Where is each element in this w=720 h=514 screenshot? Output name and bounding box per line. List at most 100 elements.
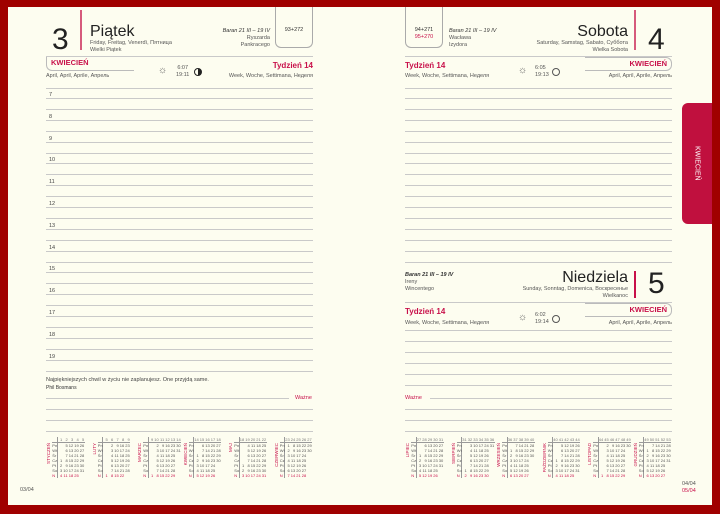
- weeknum-corner: [97, 437, 103, 443]
- weekday: Pn: [456, 442, 462, 448]
- day: 9: [161, 443, 165, 448]
- day: 24: [256, 473, 261, 478]
- day: 31: [79, 468, 85, 473]
- day: 27: [170, 463, 176, 468]
- day-translations: Sunday, Sonntag, Domenica, Воскресенье: [522, 286, 628, 292]
- week-number: Tydzień 14: [405, 307, 446, 316]
- day: 30: [438, 458, 444, 463]
- day: 21: [296, 473, 301, 478]
- day: 24: [210, 463, 216, 468]
- day: 11: [63, 473, 68, 478]
- weekday: Pn: [411, 442, 417, 448]
- day: 13: [564, 448, 569, 453]
- writing-line: [405, 340, 672, 342]
- week-number: 50: [649, 437, 655, 443]
- day: 15: [564, 458, 569, 463]
- week-number: 25: [295, 437, 301, 443]
- weeknum-corner: [234, 437, 240, 443]
- day: 14: [114, 468, 119, 473]
- day: 6: [560, 448, 564, 453]
- week-number: 49: [625, 437, 631, 443]
- week-number: 42: [563, 437, 569, 443]
- day: 10: [609, 448, 615, 453]
- weekday: N: [188, 473, 194, 478]
- week-number: 47: [614, 437, 620, 443]
- sun-icon: ☼: [518, 312, 528, 323]
- moon-icon: [552, 315, 560, 323]
- important-label: Ważne: [295, 395, 312, 401]
- day: 5: [287, 463, 290, 468]
- day: 7: [247, 458, 250, 463]
- day: 15: [250, 463, 256, 468]
- day: 17: [68, 468, 74, 473]
- day: 29: [529, 448, 535, 453]
- day: 26: [79, 443, 85, 448]
- day: 25: [660, 463, 666, 468]
- day: 1: [509, 448, 513, 453]
- day: 20: [296, 468, 301, 473]
- writing-line: [405, 141, 672, 143]
- day: 19: [655, 468, 660, 473]
- day: 14: [609, 468, 615, 473]
- day: 19: [165, 458, 170, 463]
- day: 17: [655, 458, 660, 463]
- day: 23: [170, 443, 176, 448]
- day: 22: [524, 448, 529, 453]
- sun-times: 6:02 19:14: [535, 312, 549, 326]
- weekday: Wt: [234, 448, 240, 453]
- writing-line: [46, 283, 313, 285]
- week-number: 22: [261, 437, 267, 443]
- weekday: So: [188, 468, 194, 473]
- week-number: 3: [68, 437, 74, 443]
- weekday: Cz: [234, 458, 240, 463]
- day: 25: [524, 463, 529, 468]
- day: 17: [615, 448, 620, 453]
- day: 29: [620, 473, 626, 478]
- day: 3: [509, 458, 513, 463]
- week-number: 44: [574, 437, 580, 443]
- day-name: Sobota: [577, 23, 628, 40]
- zodiac: Baran 21 III – 19 IV: [405, 272, 454, 278]
- day: 15: [68, 458, 74, 463]
- writing-line: [405, 108, 672, 110]
- weekday: N: [638, 473, 644, 478]
- writing-line: [46, 108, 313, 110]
- day: 19: [427, 473, 433, 478]
- day: 5: [156, 458, 159, 463]
- weeknum-corner: [638, 437, 644, 443]
- writing-line: [46, 119, 313, 121]
- day: 24: [569, 468, 575, 473]
- day: 14: [250, 458, 256, 463]
- week-number: 12: [164, 437, 170, 443]
- weekday: Wt: [547, 448, 553, 453]
- day: 28: [301, 473, 307, 478]
- weekday: Pt: [279, 463, 285, 468]
- day: 30: [666, 453, 671, 458]
- weekday: So: [411, 468, 417, 473]
- day: 24: [620, 448, 626, 453]
- day: 21: [256, 458, 261, 463]
- weekday: Pt: [593, 463, 599, 468]
- weekday: So: [279, 468, 285, 473]
- day: 18: [427, 468, 433, 473]
- writing-line: [46, 196, 313, 198]
- important-label: Ważne: [405, 395, 422, 401]
- week-translations: Week, Woche, Settimana, Неделя: [405, 73, 490, 79]
- writing-line: [405, 88, 672, 89]
- week-number: 44: [598, 437, 604, 443]
- day: 19: [518, 468, 524, 473]
- day: 8: [515, 448, 518, 453]
- week-number: 1: [57, 437, 63, 443]
- day: [176, 473, 182, 478]
- week-number: 16: [204, 437, 210, 443]
- divider: [634, 271, 636, 298]
- month-tab[interactable]: KWIECIEŃ: [682, 103, 712, 224]
- mini-calendar-month: MARZEC: [137, 443, 142, 462]
- week-number: 9: [124, 437, 130, 443]
- day: 26: [261, 448, 267, 453]
- day: 10: [245, 473, 250, 478]
- weekday: Pt: [188, 463, 194, 468]
- day: 23: [210, 458, 216, 463]
- day: [489, 473, 495, 478]
- day: 9: [201, 458, 205, 463]
